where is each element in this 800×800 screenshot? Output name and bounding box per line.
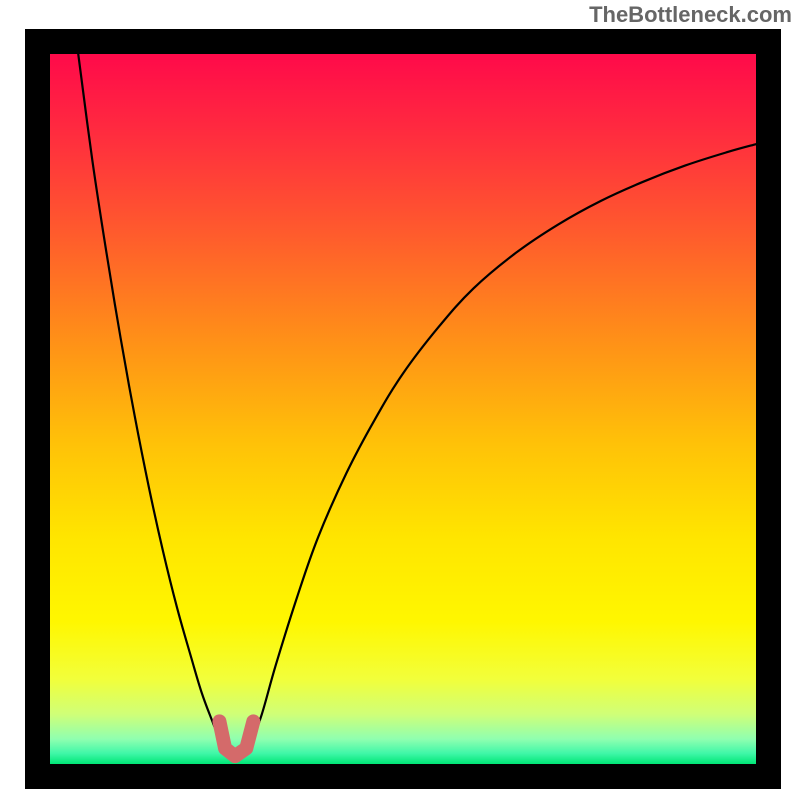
chart-root: TheBottleneck.com (0, 0, 800, 800)
trough-marker (219, 721, 253, 756)
bottleneck-curve-line (78, 54, 756, 743)
chart-svg-layer (0, 0, 800, 800)
